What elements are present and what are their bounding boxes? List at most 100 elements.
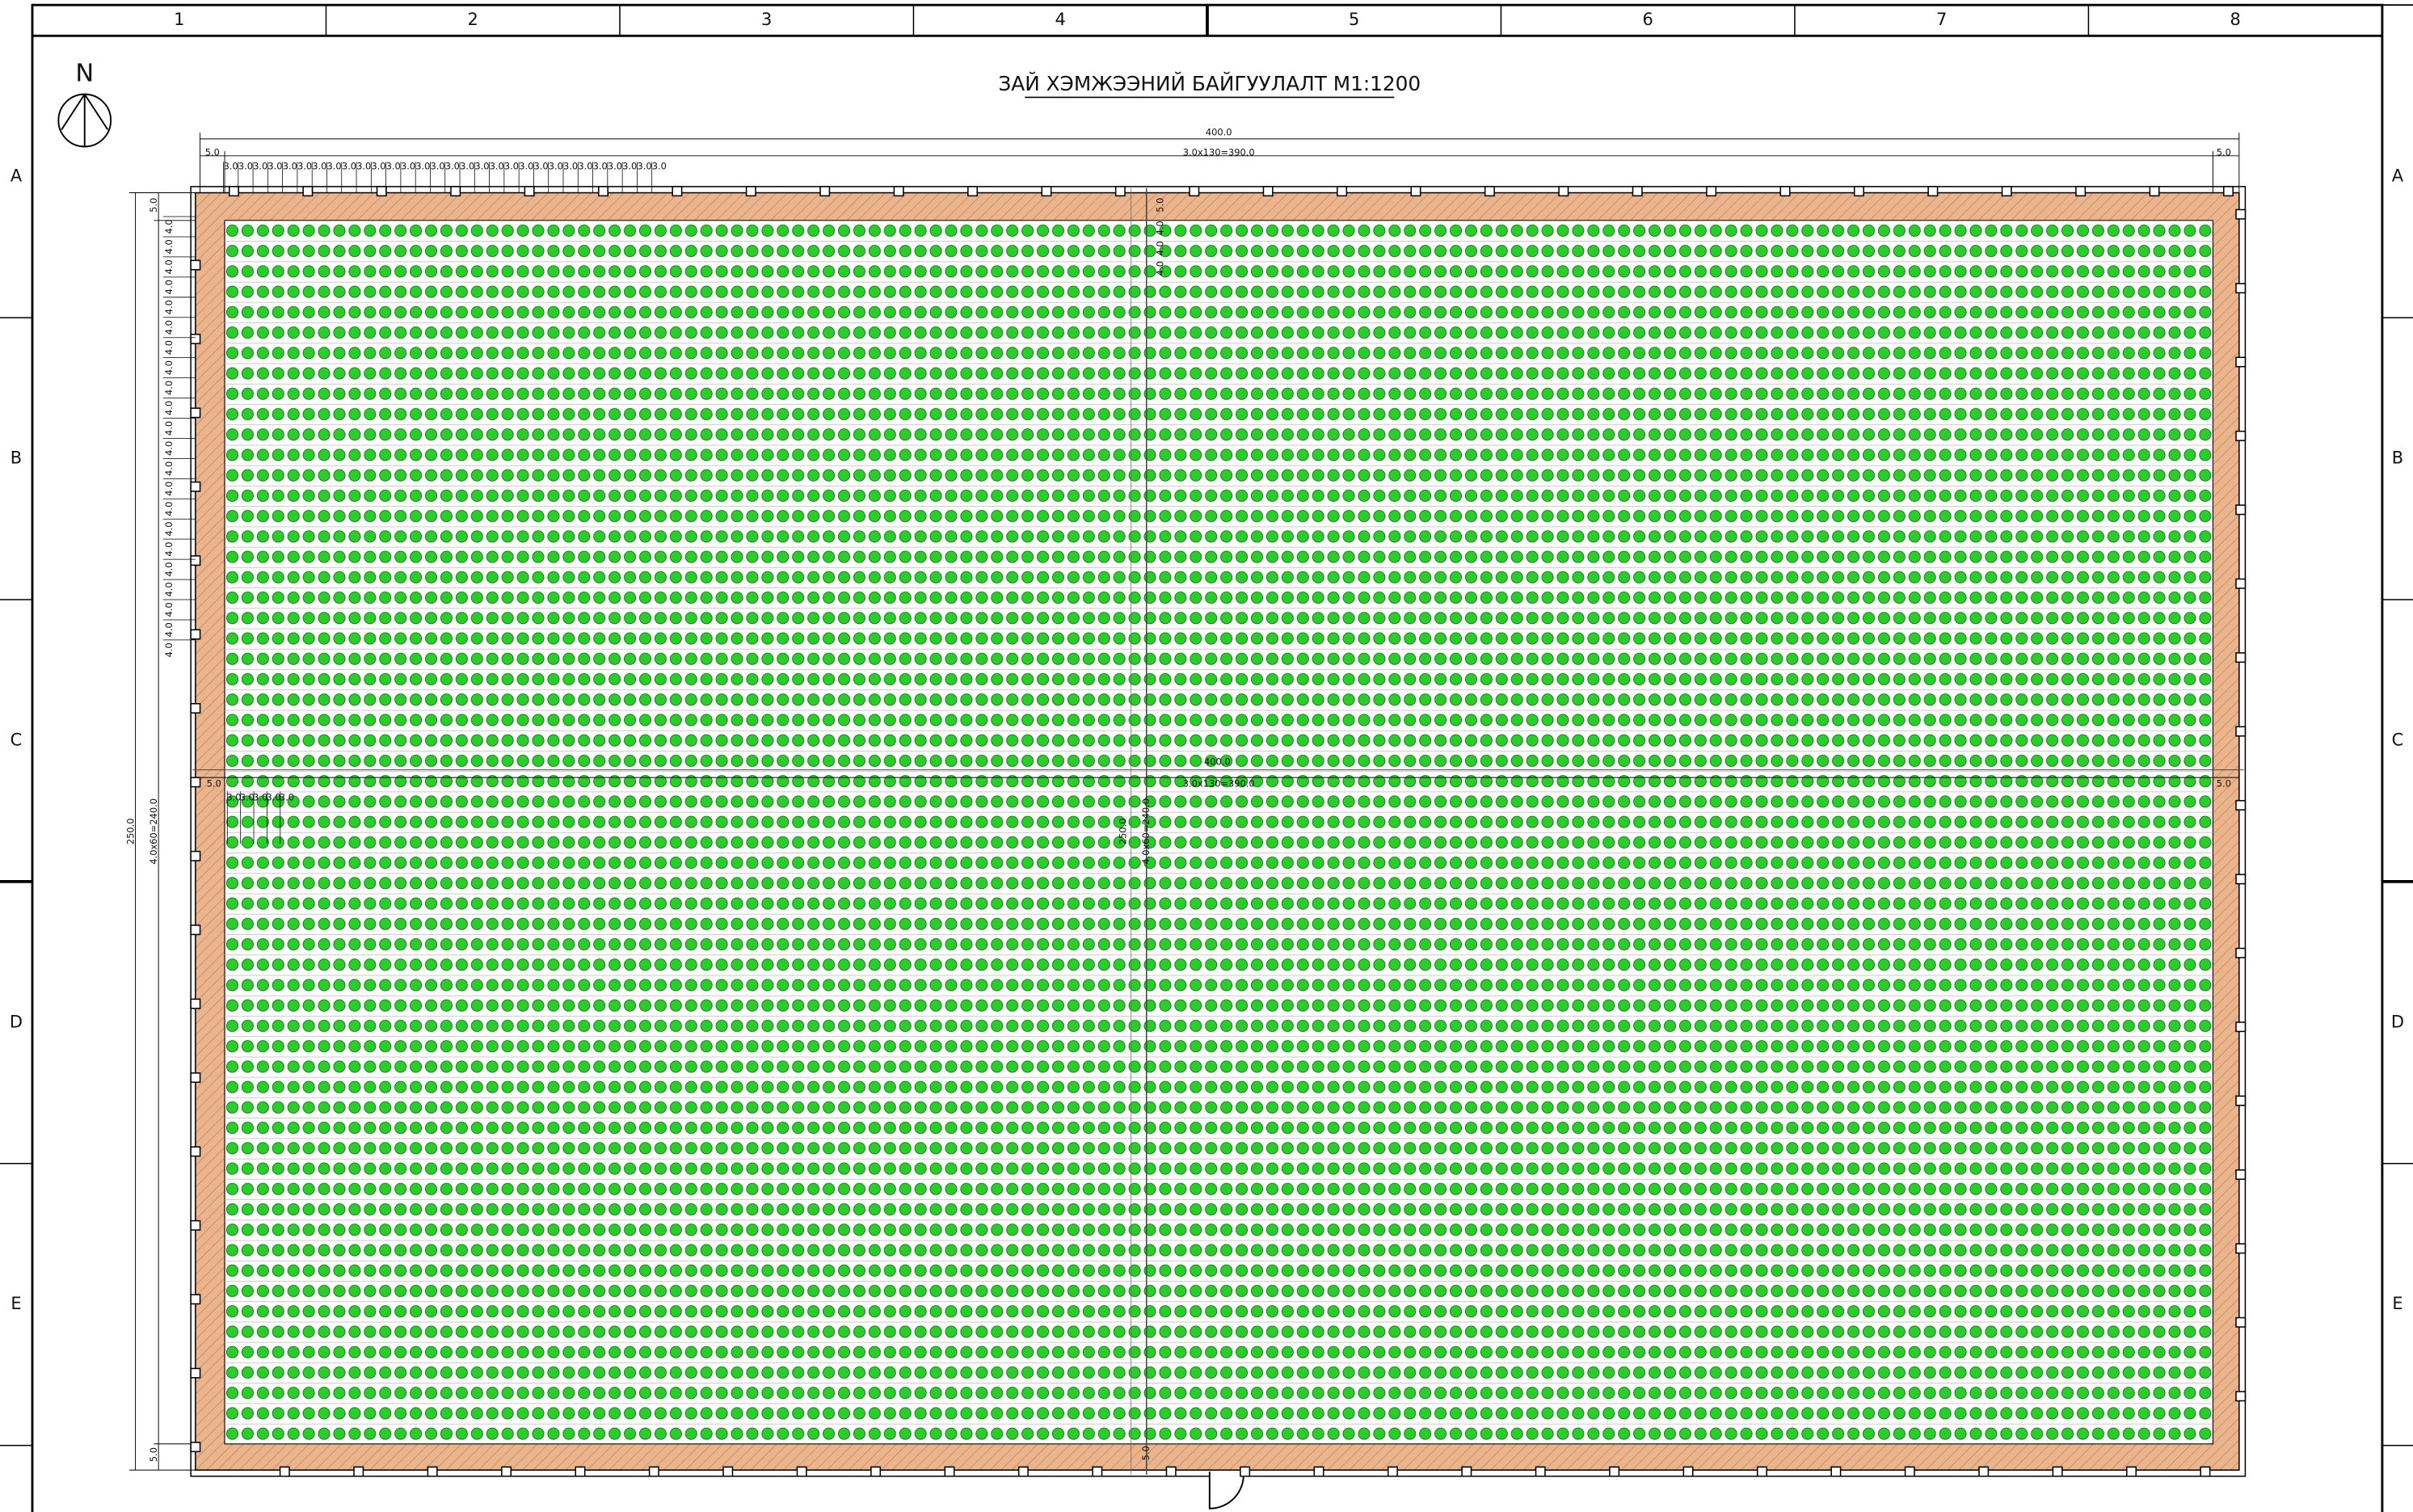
row-label: C — [11, 730, 23, 749]
dim-spacing-y: 4.0 — [163, 421, 175, 436]
dim-spacing-y: 4.0 — [163, 219, 175, 234]
fence-post — [377, 187, 386, 196]
dim-height-spacing: 4.0x60=240.0 — [148, 798, 159, 865]
dim-spacing-x: 3.0 — [504, 161, 519, 172]
dim-spacing-x: 3.0 — [356, 161, 371, 172]
dim-total-height: 250.0 — [124, 818, 136, 844]
column-label: 7 — [1936, 10, 1947, 29]
fence-post — [2236, 653, 2245, 662]
dim-spacing-y: 4.0 — [163, 541, 175, 556]
fence-post — [1906, 1467, 1914, 1476]
fence-post — [2200, 1467, 2209, 1476]
column-label: 3 — [761, 10, 772, 29]
fence-post — [1633, 187, 1642, 196]
dim-width-spacing: 3.0x130=390.0 — [1183, 777, 1255, 789]
dim-spacing-x: 3.0 — [593, 161, 608, 172]
dim-spacing-x: 3.0 — [253, 161, 267, 172]
dim-spacing-x: 3.0 — [549, 161, 563, 172]
fence-post — [968, 187, 977, 196]
dim-spacing-y: 4.0 — [163, 239, 175, 254]
fence-post — [354, 1467, 363, 1476]
row-label: D — [2391, 1012, 2404, 1031]
dim-spacing-x: 3.0 — [297, 161, 312, 172]
fence-post — [191, 260, 200, 269]
dim-spacing-x: 3.0 — [386, 161, 401, 172]
fence-post — [191, 1147, 200, 1156]
fence-post — [230, 187, 238, 196]
dim-spacing-y: 4.0 — [163, 300, 175, 314]
fence-post — [2236, 949, 2245, 958]
fence-post — [871, 1467, 880, 1476]
page: N ЗАЙ ХЭМЖЭЭНИЙ БАЙГУУЛАЛТ М1:1200 400.0… — [0, 0, 2413, 1512]
gate — [1210, 1472, 1244, 1509]
dim-spacing-y: 4.0 — [163, 582, 175, 596]
fence-post — [1240, 1467, 1249, 1476]
dim-spacing-x: 3.0 — [578, 161, 592, 172]
fence-post — [1116, 187, 1125, 196]
dim-spacing-y: 4.0 — [163, 340, 175, 355]
dim-edge: 5.0 — [148, 198, 159, 213]
dim-spacing-y: 4.0 — [163, 441, 175, 456]
fence-post — [2236, 874, 2245, 883]
dim-spacing-x: 3.0 — [563, 161, 578, 172]
dim-spacing-x: 3.0 — [312, 161, 326, 172]
fence-post — [1831, 1467, 1840, 1476]
dim-edge: 5.0 — [205, 146, 220, 158]
fence-post — [1780, 187, 1789, 196]
dim-spacing-x: 3.0 — [327, 161, 342, 172]
dim-total-height: 250.0 — [1118, 818, 1129, 844]
dim-spacing-y: 4.0 — [163, 360, 175, 375]
fence-post — [723, 1467, 732, 1476]
dim-spacing-x: 3.0 — [608, 161, 622, 172]
fence-post — [2236, 1392, 2245, 1400]
fence-post — [427, 1467, 436, 1476]
fence-post — [1855, 187, 1863, 196]
column-label: 4 — [1055, 10, 1066, 29]
north-arrow — [61, 95, 107, 147]
dim-spacing-x: 3.0 — [652, 161, 667, 172]
dim-spacing-y: 4.0 — [163, 259, 175, 274]
fence-post — [1190, 187, 1198, 196]
dim-spacing-y: 4.0 — [163, 280, 175, 294]
fence-post — [191, 1443, 200, 1451]
fence-post — [524, 187, 533, 196]
fence-post — [1314, 1467, 1323, 1476]
fence-post — [2236, 357, 2245, 366]
fence-post — [945, 1467, 954, 1476]
dim-spacing-y: 4.0 — [163, 562, 175, 576]
fence-post — [2236, 1022, 2245, 1031]
fence-post — [2236, 432, 2245, 440]
dim-width-spacing: 3.0x130=390.0 — [1183, 146, 1255, 158]
fence-post — [575, 1467, 584, 1476]
fence-post — [2053, 1467, 2061, 1476]
fence-post — [2236, 1170, 2245, 1179]
fence-post — [1263, 187, 1272, 196]
column-label: 1 — [174, 10, 184, 29]
dim-spacing-x: 3.0 — [460, 161, 474, 172]
fence-post — [2236, 284, 2245, 293]
row-label: B — [2392, 449, 2403, 468]
dim-spacing-y: 4.0 — [1154, 241, 1165, 255]
dim-spacing-x: 3.0 — [533, 161, 548, 172]
fence-post — [2236, 1318, 2245, 1327]
fence-post — [672, 187, 681, 196]
dim-spacing-x: 3.0 — [401, 161, 415, 172]
dim-total-width: 400.0 — [1204, 756, 1231, 768]
dim-spacing-x: 3.0 — [637, 161, 651, 172]
dim-spacing-x: 3.0 — [519, 161, 533, 172]
fence-post — [2236, 1244, 2245, 1253]
dim-spacing-y: 4.0 — [1154, 221, 1165, 235]
dim-height-spacing: 4.0x60=240.0 — [1140, 798, 1152, 865]
dim-spacing-x: 3.0 — [283, 161, 297, 172]
fence-post — [1536, 1467, 1545, 1476]
fence-post — [2236, 727, 2245, 735]
fence-post — [280, 1467, 289, 1476]
fence-post — [191, 1073, 200, 1082]
dim-spacing-x: 3.0 — [224, 161, 238, 172]
dim-spacing-y: 4.0 — [163, 461, 175, 476]
fence-post — [2236, 505, 2245, 514]
dim-spacing-y: 4.0 — [1154, 261, 1165, 276]
fence-post — [191, 335, 200, 343]
row-label: C — [2392, 730, 2404, 749]
fence-post — [1758, 1467, 1767, 1476]
